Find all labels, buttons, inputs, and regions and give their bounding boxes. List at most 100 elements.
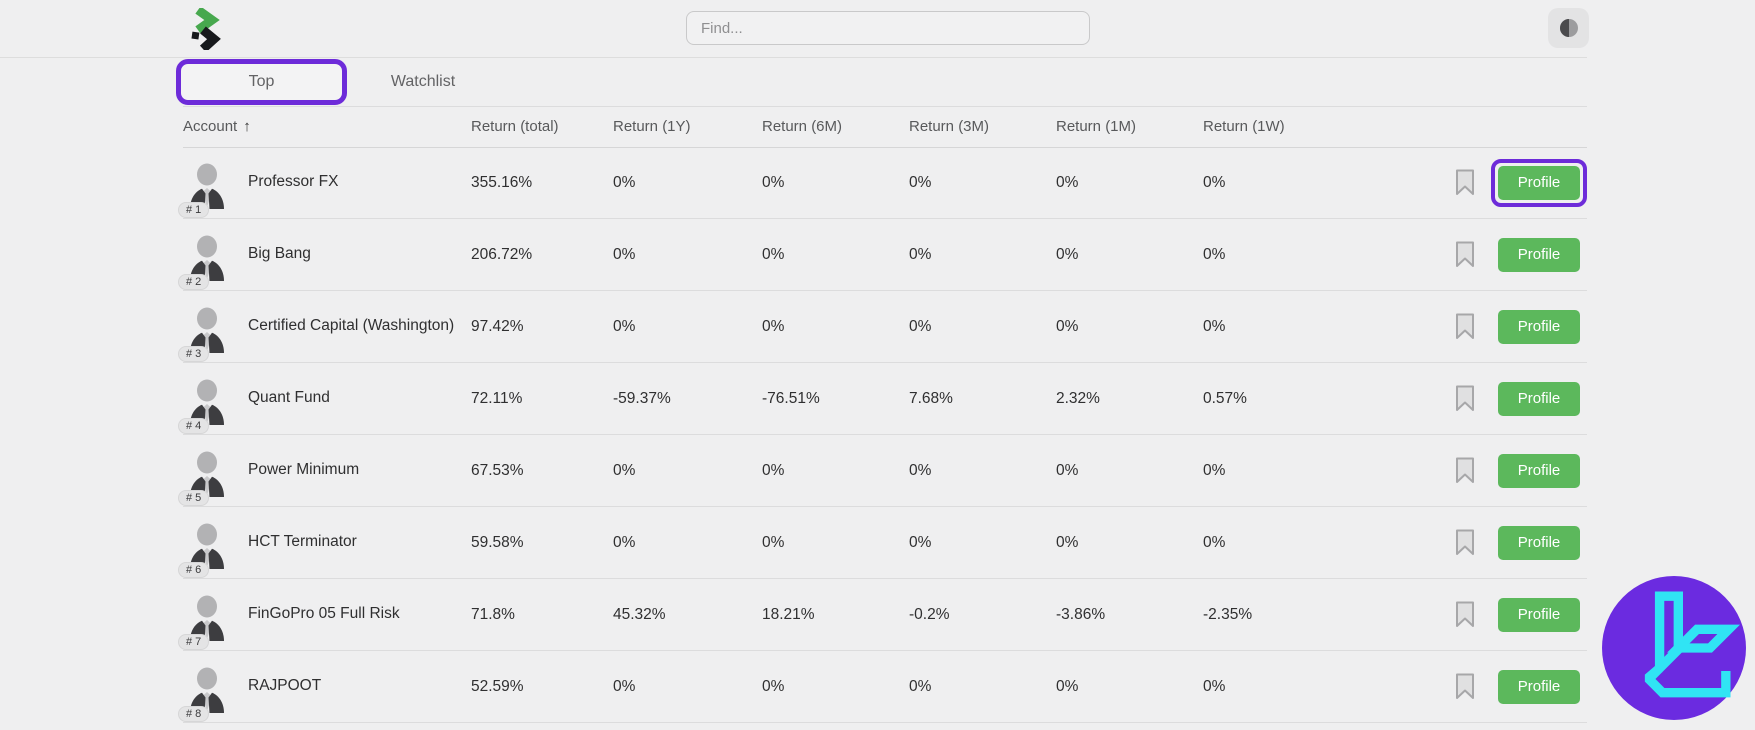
brand-logo-icon[interactable] [188, 8, 228, 50]
watermark-logo-icon [1602, 576, 1746, 720]
actions-cell: Profile [1350, 291, 1587, 362]
profile-button-ring: Profile [1491, 663, 1587, 711]
profile-button[interactable]: Profile [1498, 525, 1580, 560]
return-1m-value: 0% [1056, 245, 1079, 263]
bookmark-button[interactable] [1455, 385, 1475, 412]
profile-button-ring: Profile [1491, 519, 1587, 567]
return-total-value: 355.16% [471, 173, 533, 191]
bookmark-icon [1456, 457, 1474, 483]
avatar: # 3 [178, 307, 231, 362]
return-1w-value: 0% [1203, 533, 1226, 551]
account-cell: # 7 FinGoPro 05 Full Risk [178, 579, 471, 650]
return-1y-value: 0% [613, 677, 636, 695]
profile-button[interactable]: Profile [1498, 237, 1580, 272]
return-1w-value: 0% [1203, 461, 1226, 479]
return-6m-value: 0% [762, 461, 785, 479]
return-3m-value: 0% [909, 533, 932, 551]
actions-cell: Profile [1350, 147, 1587, 218]
actions-cell: Profile [1350, 651, 1587, 722]
account-name: Power Minimum [248, 460, 360, 478]
return-total-value: 67.53% [471, 461, 524, 479]
return-1m-value: 0% [1056, 677, 1079, 695]
bookmark-button[interactable] [1455, 529, 1475, 556]
return-6m-value: 0% [762, 173, 785, 191]
profile-button[interactable]: Profile [1498, 381, 1580, 416]
return-3m-value: 0% [909, 317, 932, 335]
rank-badge: # 4 [178, 417, 210, 434]
avatar: # 2 [178, 235, 231, 290]
bookmark-icon [1456, 169, 1474, 195]
bookmark-button[interactable] [1455, 601, 1475, 628]
account-name: Quant Fund [248, 388, 330, 406]
account-cell: # 2 Big Bang [178, 219, 471, 290]
return-1w-value: 0% [1203, 677, 1226, 695]
return-1w-value: 0% [1203, 173, 1226, 191]
profile-button[interactable]: Profile [1498, 597, 1580, 632]
return-6m-value: 0% [762, 317, 785, 335]
return-6m-value: -76.51% [762, 389, 820, 407]
bookmark-button[interactable] [1455, 169, 1475, 196]
rank-badge: # 5 [178, 489, 210, 506]
account-name: RAJPOOT [248, 676, 322, 694]
return-1y-value: -59.37% [613, 389, 671, 407]
column-header-account[interactable]: Account ↑ [183, 118, 471, 135]
bookmark-icon [1456, 241, 1474, 267]
tab-top[interactable]: Top [176, 59, 347, 105]
account-name: FinGoPro 05 Full Risk [248, 604, 400, 622]
actions-cell: Profile [1350, 507, 1587, 578]
return-1w-value: 0.57% [1203, 389, 1247, 407]
theme-toggle-button[interactable] [1548, 8, 1589, 48]
column-header-return-total[interactable]: Return (total) [471, 118, 559, 135]
table-row: # 2 Big Bang 206.72% 0% 0% 0% 0% 0% Prof… [178, 219, 1587, 291]
bookmark-icon [1456, 601, 1474, 627]
profile-button-ring: Profile [1491, 303, 1587, 351]
return-1m-value: 0% [1056, 317, 1079, 335]
rank-badge: # 8 [178, 705, 210, 722]
column-header-return-1y[interactable]: Return (1Y) [613, 118, 691, 135]
column-header-return-6m[interactable]: Return (6M) [762, 118, 843, 135]
bookmark-button[interactable] [1455, 457, 1475, 484]
search-input[interactable] [686, 11, 1090, 45]
rank-badge: # 6 [178, 561, 210, 578]
profile-button[interactable]: Profile [1498, 453, 1580, 488]
bookmark-button[interactable] [1455, 313, 1475, 340]
table-header: Account ↑ Return (total) Return (1Y) Ret… [183, 106, 1587, 148]
return-1y-value: 0% [613, 173, 636, 191]
profile-button[interactable]: Profile [1498, 309, 1580, 344]
bookmark-button[interactable] [1455, 673, 1475, 700]
table-row: # 1 Professor FX 355.16% 0% 0% 0% 0% 0% … [178, 147, 1587, 219]
column-header-label: Account [183, 118, 238, 135]
column-header-return-1m[interactable]: Return (1M) [1056, 118, 1137, 135]
profile-button-ring: Profile [1491, 591, 1587, 639]
return-total-value: 97.42% [471, 317, 524, 335]
return-1w-value: -2.35% [1203, 605, 1253, 623]
return-1m-value: 0% [1056, 173, 1079, 191]
profile-button[interactable]: Profile [1498, 669, 1580, 704]
rank-badge: # 2 [178, 273, 210, 290]
tab-watchlist[interactable]: Watchlist [390, 73, 456, 90]
return-3m-value: 0% [909, 173, 932, 191]
return-6m-value: 18.21% [762, 605, 815, 623]
profile-button[interactable]: Profile [1498, 165, 1580, 200]
return-total-value: 52.59% [471, 677, 524, 695]
return-total-value: 59.58% [471, 533, 524, 551]
bookmark-icon [1456, 385, 1474, 411]
return-1m-value: 2.32% [1056, 389, 1100, 407]
return-1m-value: 0% [1056, 533, 1079, 551]
return-1y-value: 0% [613, 533, 636, 551]
column-header-return-1w[interactable]: Return (1W) [1203, 118, 1285, 135]
avatar: # 6 [178, 523, 231, 578]
table-body: # 1 Professor FX 355.16% 0% 0% 0% 0% 0% … [178, 147, 1587, 723]
table-row: # 6 HCT Terminator 59.58% 0% 0% 0% 0% 0%… [178, 507, 1587, 579]
return-1m-value: 0% [1056, 461, 1079, 479]
column-header-return-3m[interactable]: Return (3M) [909, 118, 990, 135]
table-row: # 7 FinGoPro 05 Full Risk 71.8% 45.32% 1… [178, 579, 1587, 651]
return-3m-value: 0% [909, 461, 932, 479]
return-1y-value: 0% [613, 245, 636, 263]
avatar: # 8 [178, 667, 231, 722]
rank-badge: # 7 [178, 633, 210, 650]
account-name: Certified Capital (Washington) [248, 316, 455, 334]
bookmark-button[interactable] [1455, 241, 1475, 268]
avatar: # 5 [178, 451, 231, 506]
tab-bar: Top Watchlist [176, 57, 1587, 107]
